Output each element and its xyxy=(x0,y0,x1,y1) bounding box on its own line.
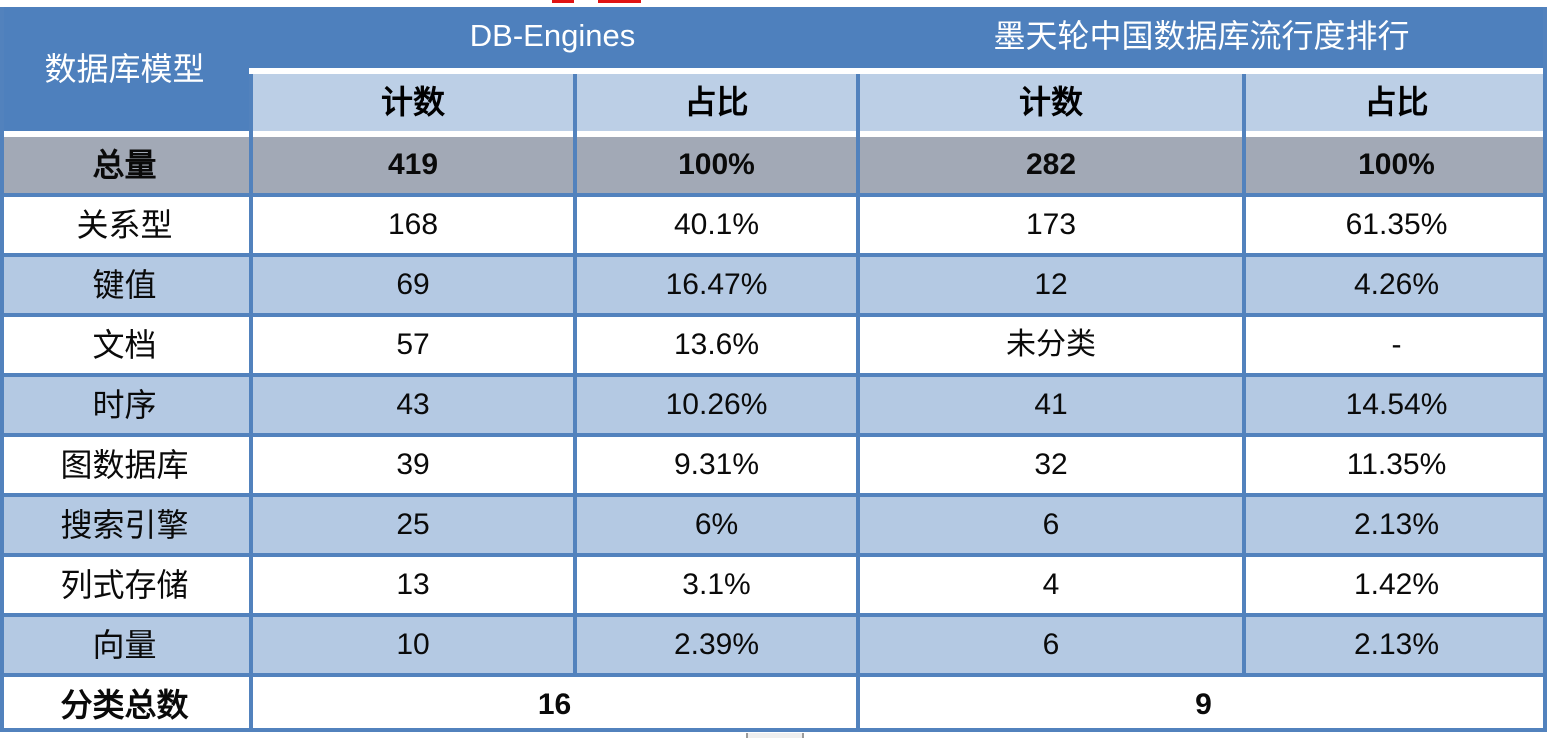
cell-value: 3.1% xyxy=(573,557,856,613)
subheader-db-count: 计数 xyxy=(249,74,573,131)
group-header-modb-ranking: 墨天轮中国数据库流行度排行 xyxy=(856,7,1547,68)
corner-header-database-model: 数据库模型 xyxy=(0,7,249,131)
cell-value: 1.42% xyxy=(1242,557,1547,613)
cell-value: 6% xyxy=(573,497,856,553)
group-header-db-engines: DB-Engines xyxy=(249,7,856,68)
bottom-crop-fragment xyxy=(746,733,804,738)
cell-value: 282 xyxy=(856,137,1242,193)
cell-value: 168 xyxy=(249,197,573,253)
cell-value: 12 xyxy=(856,257,1242,313)
cell-value: - xyxy=(1242,317,1547,373)
row-label: 键值 xyxy=(92,267,157,303)
cell-value: 2.13% xyxy=(1242,617,1547,673)
cell-value: 32 xyxy=(856,437,1242,493)
cell-value: 2.13% xyxy=(1242,497,1547,553)
grid-divider xyxy=(1242,131,1246,137)
table-row: 键值 69 16.47% 12 4.26% xyxy=(0,253,1547,313)
row-label: 时序 xyxy=(92,387,157,423)
table-row: 图数据库 39 9.31% 32 11.35% xyxy=(0,433,1547,493)
table-row: 关系型 168 40.1% 173 61.35% xyxy=(0,193,1547,253)
cell-value: 57 xyxy=(249,317,573,373)
subheader-db-share: 占比 xyxy=(573,74,856,131)
table-row-total: 总量 419 100% 282 100% xyxy=(0,137,1547,193)
cell-value: 10.26% xyxy=(573,377,856,433)
red-underline-fragment xyxy=(552,0,574,3)
cell-value: 40.1% xyxy=(573,197,856,253)
cell-value: 39 xyxy=(249,437,573,493)
row-label: 向量 xyxy=(92,627,157,663)
cell-value: 2.39% xyxy=(573,617,856,673)
cell-value: 69 xyxy=(249,257,573,313)
cell-value: 4.26% xyxy=(1242,257,1547,313)
cell-value: 41 xyxy=(856,377,1242,433)
table-row: 列式存储 13 3.1% 4 1.42% xyxy=(0,553,1547,613)
table-border-bottom xyxy=(0,728,1547,732)
cell-value: 10 xyxy=(249,617,573,673)
row-label: 搜索引擎 xyxy=(60,507,189,543)
grid-divider xyxy=(856,131,860,137)
table-border-right xyxy=(1543,7,1547,732)
cell-value: 419 xyxy=(249,137,573,193)
cell-value-db-engines-category-total: 16 xyxy=(249,677,856,732)
cell-value: 6 xyxy=(856,497,1242,553)
cell-value-modb-category-total: 9 xyxy=(856,677,1547,732)
cell-value: 173 xyxy=(856,197,1242,253)
cell-value: 13 xyxy=(249,557,573,613)
row-label: 文档 xyxy=(92,327,157,363)
cell-value: 未分类 xyxy=(856,317,1242,373)
cell-value: 100% xyxy=(1242,137,1547,193)
cell-value: 61.35% xyxy=(1242,197,1547,253)
cell-value: 9.31% xyxy=(573,437,856,493)
cell-value: 4 xyxy=(856,557,1242,613)
cell-value: 6 xyxy=(856,617,1242,673)
row-label: 分类总数 xyxy=(60,687,189,723)
red-underline-fragment xyxy=(598,0,641,3)
grid-divider xyxy=(573,131,577,137)
table-row: 搜索引擎 25 6% 6 2.13% xyxy=(0,493,1547,553)
row-label: 图数据库 xyxy=(60,447,189,483)
cell-value: 11.35% xyxy=(1242,437,1547,493)
cell-value: 100% xyxy=(573,137,856,193)
grid-divider xyxy=(249,131,253,137)
cell-value: 16.47% xyxy=(573,257,856,313)
row-label: 关系型 xyxy=(76,207,173,243)
cell-value: 43 xyxy=(249,377,573,433)
cell-value: 14.54% xyxy=(1242,377,1547,433)
row-label: 列式存储 xyxy=(60,567,189,603)
table-row: 时序 43 10.26% 41 14.54% xyxy=(0,373,1547,433)
table-row: 文档 57 13.6% 未分类 - xyxy=(0,313,1547,373)
cell-value: 13.6% xyxy=(573,317,856,373)
table-border-left xyxy=(0,7,4,732)
subheader-modb-share: 占比 xyxy=(1242,74,1547,131)
table-row-category-totals: 分类总数 16 9 xyxy=(0,673,1547,732)
subheader-modb-count: 计数 xyxy=(856,74,1242,131)
cell-value: 25 xyxy=(249,497,573,553)
table-row: 向量 10 2.39% 6 2.13% xyxy=(0,613,1547,673)
row-label: 总量 xyxy=(92,147,157,183)
